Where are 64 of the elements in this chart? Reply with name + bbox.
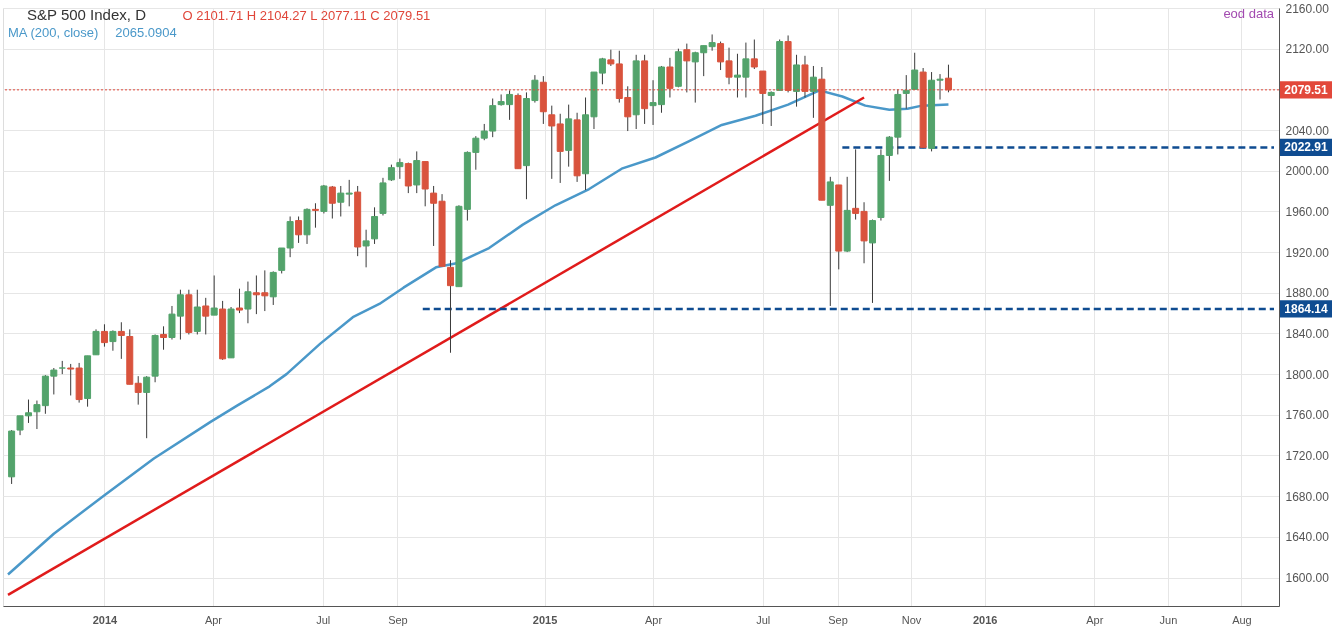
candlestick: [202, 297, 210, 335]
y-tick-label: 2000.00: [1285, 164, 1330, 179]
x-tick-label: 2014: [92, 613, 119, 626]
y-tick-label: 2120.00: [1285, 42, 1330, 57]
y-tick-label: 1680.00: [1285, 489, 1330, 504]
chart-title: S&P 500 Index, D: [27, 6, 147, 23]
y-tick-label: 1720.00: [1285, 448, 1330, 463]
y-tick-label: 1880.00: [1285, 286, 1330, 301]
y-tick-label: 1600.00: [1285, 571, 1330, 586]
candlestick: [902, 74, 910, 110]
x-tick-label: 2015: [532, 613, 558, 626]
candlestick: [869, 219, 876, 304]
candlestick: [337, 185, 345, 217]
chart-subtitle: O 2101.71 H 2104.27 L 2077.11 C 2079.51: [182, 8, 431, 23]
candlestick: [244, 281, 252, 324]
candlestick: [548, 105, 556, 180]
candlestick: [295, 215, 303, 244]
x-tick-label: Jul: [756, 613, 771, 626]
annotation: eod data: [1223, 6, 1275, 21]
candlestick: [100, 323, 108, 348]
candlestick: [396, 158, 404, 180]
candlestick: [767, 90, 775, 127]
y-tick-label: 1760.00: [1285, 408, 1330, 423]
candlestick: [362, 229, 370, 268]
y-tick-label: 1640.00: [1285, 530, 1330, 545]
candlestick: [911, 52, 919, 90]
x-tick-label: Sep: [388, 613, 408, 626]
data-label: 1864.14: [1284, 301, 1329, 316]
candlestick: [160, 325, 168, 351]
candlestick: [750, 39, 758, 70]
ref-line-label: 2079.51: [1284, 82, 1329, 97]
candlestick: [809, 65, 817, 119]
candlestick: [210, 274, 218, 316]
text: MA (200, close): [8, 25, 99, 40]
x-tick-label: Apr: [644, 613, 663, 626]
candlestick: [311, 202, 319, 229]
x-tick-label: Nov: [901, 613, 922, 626]
y-tick-label: 2160.00: [1285, 1, 1330, 16]
x-tick-label: 2016: [972, 613, 998, 626]
x-tick-label: Jul: [316, 613, 331, 626]
candlestick: [117, 321, 125, 360]
candlestick: [371, 206, 379, 245]
annotation: 2065.0904: [115, 25, 177, 40]
y-tick-label: 1840.00: [1285, 326, 1330, 341]
x-tick-label: Apr: [1086, 613, 1104, 626]
candlestick: [143, 375, 151, 439]
x-tick-label: Sep: [828, 613, 848, 626]
candlestick: [92, 328, 100, 356]
x-tick-label: Apr: [204, 613, 223, 626]
candlestick: [447, 259, 454, 354]
candlestick: [236, 288, 243, 314]
candlestick: [328, 185, 336, 220]
x-tick-label: Jun: [1159, 613, 1178, 626]
candlestick: [109, 329, 117, 352]
x-tick-label: Aug: [1232, 613, 1252, 626]
y-tick-label: 1960.00: [1285, 204, 1330, 219]
candlestick: [826, 176, 834, 307]
candlestick: [134, 375, 142, 406]
y-tick-label: 2040.00: [1285, 123, 1330, 138]
candlestick: [345, 179, 353, 207]
data-label: 2022.91: [1284, 140, 1329, 155]
y-tick-label: 1920.00: [1285, 245, 1330, 260]
y-tick-label: 1800.00: [1285, 367, 1330, 382]
candlestick: [404, 162, 412, 194]
